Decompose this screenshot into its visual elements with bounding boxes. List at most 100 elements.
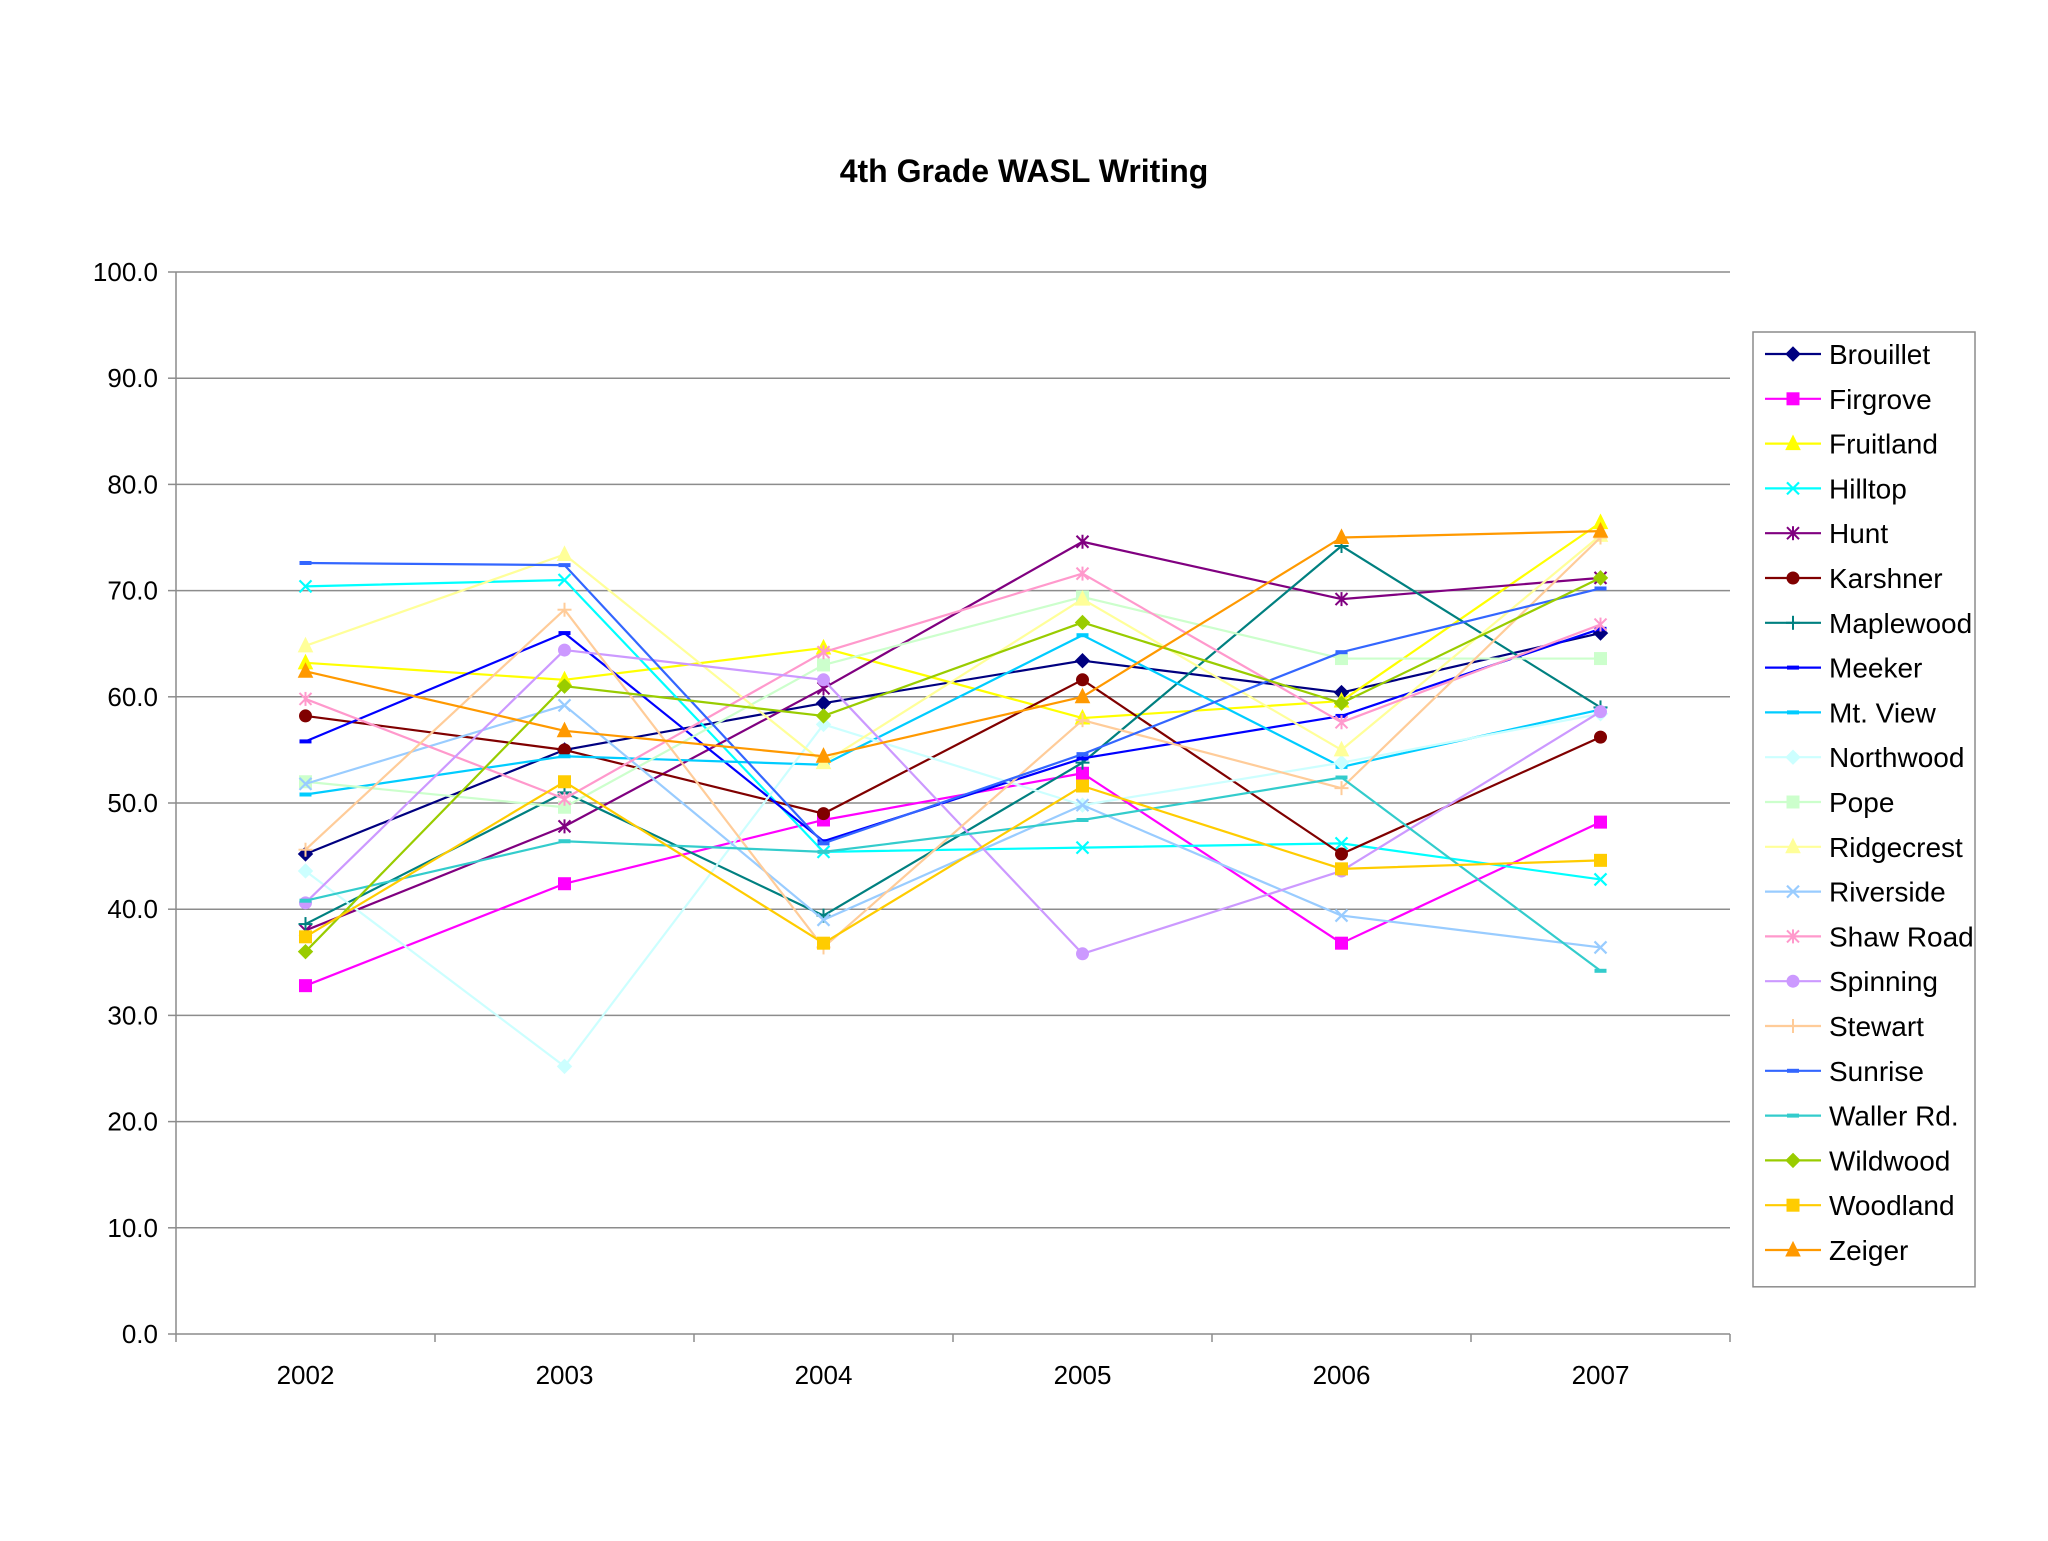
series-line: [305, 772, 1601, 987]
data-point: [297, 943, 314, 960]
data-point: [817, 807, 830, 821]
y-tick-label: 50.0: [107, 788, 158, 818]
series-line: [305, 561, 1601, 845]
series-firgrove: [299, 766, 1607, 993]
data-point: [817, 936, 830, 950]
legend-label: Hunt: [1829, 518, 1888, 549]
data-point: [1075, 534, 1090, 549]
x-tick-label: 2007: [1572, 1360, 1630, 1390]
series-wildwood: [297, 570, 1609, 960]
series-karshner: [299, 673, 1607, 861]
chart-title: 4th Grade WASL Writing: [840, 153, 1209, 189]
legend-item: Northwood: [1765, 742, 1964, 773]
legend-marker: [1785, 837, 1801, 854]
legend-item: Stewart: [1765, 1011, 1924, 1042]
data-point: [299, 979, 312, 993]
data-point: [298, 691, 313, 706]
series-waller-rd: [299, 775, 1607, 973]
series-line: [305, 595, 1601, 809]
y-tick-label: 100.0: [93, 257, 158, 287]
data-point: [817, 673, 830, 687]
data-point: [1594, 730, 1607, 744]
legend-item: Waller Rd.: [1765, 1101, 1959, 1132]
legend-marker: [1786, 884, 1800, 899]
legend-marker: [1787, 1113, 1799, 1118]
series-riverside: [298, 698, 1608, 955]
legend-marker: [1786, 392, 1800, 406]
data-point: [1594, 652, 1607, 666]
y-tick-label: 30.0: [107, 1000, 158, 1030]
legend-label: Sunrise: [1829, 1056, 1924, 1087]
series-line: [304, 712, 1601, 1068]
data-point: [299, 898, 312, 903]
data-point: [1334, 836, 1349, 851]
legend-marker: [1786, 974, 1800, 988]
data-point: [557, 573, 572, 587]
series-line: [305, 634, 1601, 796]
series-line: [305, 540, 1601, 932]
data-point: [557, 698, 572, 713]
legend-marker: [1786, 795, 1800, 809]
data-point: [816, 645, 831, 660]
legend-label: Brouillet: [1829, 339, 1930, 370]
legend-marker: [1785, 346, 1801, 362]
x-tick-label: 2005: [1054, 1360, 1112, 1390]
legend-label: Woodland: [1829, 1190, 1955, 1221]
data-point: [1076, 756, 1089, 761]
x-tick-label: 2002: [277, 1360, 335, 1390]
data-point: [558, 754, 571, 759]
series-line: [304, 648, 1602, 955]
data-point: [557, 819, 572, 834]
data-point: [1335, 936, 1348, 950]
data-point: [558, 631, 571, 636]
series-zeiger: [297, 522, 1609, 763]
data-point: [1334, 592, 1349, 607]
legend-label: Northwood: [1829, 742, 1964, 773]
legend-label: Stewart: [1829, 1011, 1924, 1042]
data-point: [298, 842, 313, 857]
legend-item: Shaw Road: [1765, 921, 1974, 952]
series-line: [305, 578, 1601, 881]
legend-label: Firgrove: [1829, 384, 1932, 415]
data-point: [1076, 779, 1089, 793]
legend-label: Karshner: [1829, 563, 1943, 594]
data-point: [1075, 566, 1090, 581]
legend-item: Maplewood: [1765, 608, 1972, 639]
legend-item: Wildwood: [1765, 1145, 1950, 1176]
legend-item: Pope: [1765, 787, 1894, 818]
data-point: [817, 841, 830, 846]
legend-label: Riverside: [1829, 877, 1946, 908]
series-line: [304, 536, 1602, 949]
legend-label: Wildwood: [1829, 1145, 1950, 1176]
legend-marker: [1786, 1198, 1800, 1212]
legend-label: Waller Rd.: [1829, 1101, 1959, 1132]
data-point: [297, 662, 314, 678]
legend-label: Mt. View: [1829, 697, 1937, 728]
y-tick-label: 20.0: [107, 1107, 158, 1137]
data-point: [1076, 947, 1089, 961]
data-point: [816, 913, 831, 927]
legend-marker: [1786, 571, 1800, 585]
series-line: [305, 544, 1602, 926]
axes: 0.0 10.0 20.0 30.0 40.0 50.0 60.0 70.0 80.0 90.0 1…: [93, 257, 1731, 1390]
legend-item: Riverside: [1765, 877, 1946, 908]
data-point: [297, 636, 314, 653]
legend-item: Hilltop: [1765, 473, 1907, 504]
series-line: [305, 530, 1601, 758]
y-tick-label: 70.0: [107, 576, 158, 606]
data-point: [815, 708, 832, 724]
data-point: [1592, 570, 1609, 586]
y-tick-label: 40.0: [107, 894, 158, 924]
data-point: [1074, 652, 1091, 669]
series-line: [305, 704, 1601, 949]
data-point: [558, 877, 571, 891]
data-point: [1334, 908, 1349, 923]
legend-label: Spinning: [1829, 966, 1938, 997]
y-tick-label: 10.0: [107, 1213, 158, 1243]
data-point: [298, 777, 313, 791]
legend-label: Fruitland: [1829, 429, 1938, 460]
legend-marker: [1786, 1019, 1800, 1033]
x-tick-label: 2003: [536, 1360, 594, 1390]
x-tick-label: 2006: [1313, 1360, 1371, 1390]
